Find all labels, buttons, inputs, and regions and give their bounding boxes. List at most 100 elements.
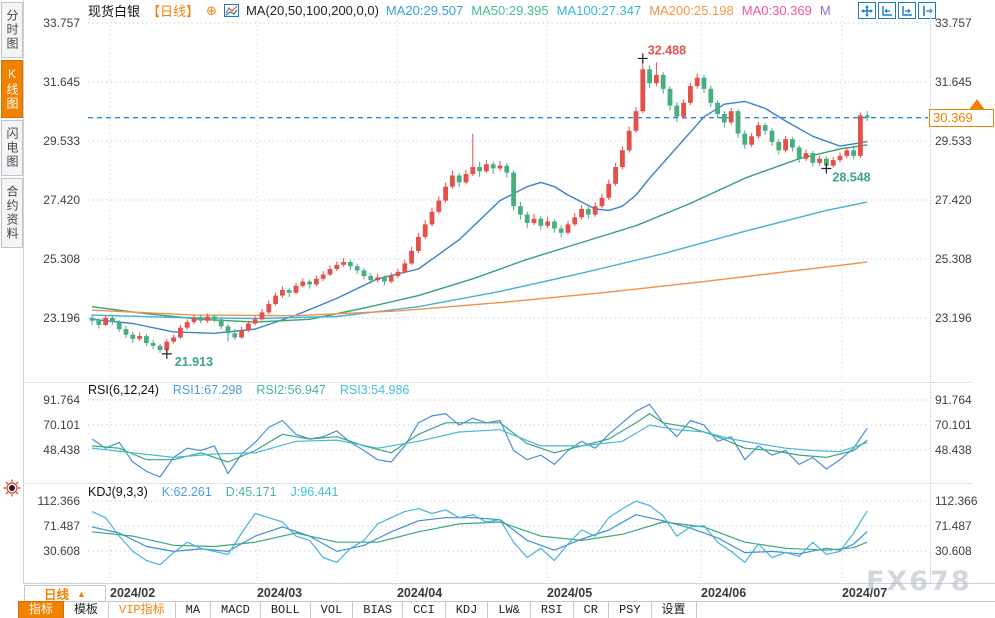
kdj-axis-right: 112.366 71.487 30.608 <box>935 494 992 569</box>
axis-label: 25.308 <box>935 252 972 266</box>
kdj-title: KDJ(9,3,3) <box>88 485 148 499</box>
axis-label: 70.101 <box>43 418 80 432</box>
x-axis-label: 2024/05 <box>546 586 593 600</box>
x-axis-label: 2024/07 <box>841 586 888 600</box>
panel-separator <box>23 382 972 383</box>
dropdown-arrow-icon: ▲ <box>77 588 86 599</box>
rsi-axis-right: 91.764 70.101 48.438 <box>935 393 992 468</box>
indicator-chart-icon[interactable] <box>223 4 239 17</box>
time-axis-row: 日线 ▲ 2024/02 2024/03 2024/04 2024/05 2024/06… <box>23 583 995 602</box>
axis-label: 48.438 <box>43 443 80 457</box>
chart-type-sidebar: 分时图 K线图 闪电图 合约资料 <box>0 0 24 583</box>
main-chart-canvas[interactable]: 32.488 21.913 28.548 <box>85 10 930 382</box>
tab-CCI[interactable]: CCI <box>403 601 446 618</box>
axis-label: 91.764 <box>935 393 972 407</box>
tab-RSI[interactable]: RSI <box>530 601 574 618</box>
sidebar-item-K线图[interactable]: K线图 <box>1 60 23 118</box>
kdj-value: D:45.171 <box>225 485 277 499</box>
rsi-chart-canvas[interactable] <box>85 386 930 482</box>
current-price-tag: 30.369 <box>929 109 994 127</box>
sidebar-item-分时图[interactable]: 分时图 <box>1 2 23 58</box>
tab-CR[interactable]: CR <box>573 601 609 618</box>
main-price-axis-left: 33.757 31.645 29.533 27.420 25.308 23.196 <box>23 16 80 370</box>
x-axis-label: 2024/03 <box>256 586 303 600</box>
axis-divider <box>930 10 931 583</box>
ma-legend-item: MA50:29.395 <box>471 3 549 18</box>
period-selector-button[interactable]: 日线 ▲ <box>24 585 106 602</box>
x-axis-label: 2024/02 <box>110 586 156 600</box>
ma-legend-item: MA0:30.369 <box>741 3 812 18</box>
axis-label: 25.308 <box>43 252 80 266</box>
chart-header: 现货白银 【日线】 ⊕ MA(20,50,100,200,0,0) MA20:2… <box>88 2 839 19</box>
axis-label: 112.366 <box>935 494 978 508</box>
ma-legend-item: MA20:29.507 <box>385 3 464 18</box>
instrument-title: 现货白银 <box>88 4 141 19</box>
axis-label: 27.420 <box>43 193 80 207</box>
sidebar-item-合约资料[interactable]: 合约资料 <box>1 178 23 248</box>
fit-x-axis-icon[interactable] <box>878 2 896 19</box>
indicator-tab-bar: 指标 模板 VIP指标 MA MACD BOLL VOL BIAS CCI KDJ LW& RSI CR… <box>0 601 995 618</box>
axis-label: 31.645 <box>935 75 972 89</box>
sidebar-item-闪电图[interactable]: 闪电图 <box>1 120 23 176</box>
ma-legend-item: M <box>819 3 831 18</box>
ma-legend: MA20:29.507 MA50:29.395 MA100:27.347 MA200:… <box>386 3 839 18</box>
period-tag: 【日线】 <box>147 4 200 19</box>
period-label: 日线 <box>44 588 70 602</box>
rsi-value: RSI2:56.947 <box>256 383 326 397</box>
tab-bar-filler <box>696 601 995 618</box>
axis-label: 112.366 <box>37 494 81 508</box>
axis-label: 91.764 <box>43 393 80 407</box>
move-icon[interactable] <box>858 2 876 19</box>
rsi-value: RSI1:67.298 <box>172 383 243 397</box>
rsi-value: RSI3:54.986 <box>339 383 410 397</box>
svg-text:28.548: 28.548 <box>832 171 870 185</box>
ma-legend-item: MA200:25.198 <box>649 3 734 18</box>
kdj-axis-left: 112.366 71.487 30.608 <box>23 494 81 569</box>
fit-y-axis-icon[interactable] <box>898 2 916 19</box>
ma-parameters: MA(20,50,100,200,0,0) <box>245 3 379 18</box>
tab-VIP指标[interactable]: VIP指标 <box>109 601 176 618</box>
tab-PSY[interactable]: PSY <box>608 601 652 618</box>
tab-设置[interactable]: 设置 <box>651 601 697 618</box>
axis-label: 48.438 <box>935 443 972 457</box>
fx678-watermark: FX678 <box>866 566 972 597</box>
axis-label: 23.196 <box>43 311 80 325</box>
axis-label: 71.487 <box>935 519 972 533</box>
axis-label: 31.645 <box>43 75 80 89</box>
tab-KDJ[interactable]: KDJ <box>445 601 489 618</box>
svg-text:21.913: 21.913 <box>175 355 213 369</box>
axis-label: 33.757 <box>43 16 80 30</box>
main-price-axis-right: 33.757 31.645 29.533 27.420 25.308 23.196 <box>935 16 992 370</box>
x-axis-label: 2024/06 <box>701 586 747 600</box>
axis-label: 29.533 <box>935 134 972 148</box>
tab-LW&[interactable]: LW& <box>488 601 531 618</box>
axis-label: 70.101 <box>935 418 972 432</box>
kdj-header: KDJ(9,3,3) K:62.261 D:45.171 J:96.441 <box>88 485 339 499</box>
kdj-value: K:62.261 <box>161 485 212 499</box>
tab-MACD[interactable]: MACD <box>211 601 261 618</box>
axis-label: 29.533 <box>43 134 80 148</box>
axis-label: 30.608 <box>935 544 972 558</box>
axis-label: 23.196 <box>935 311 972 325</box>
chart-toolbar <box>858 2 936 19</box>
kdj-value: J:96.441 <box>290 485 339 499</box>
tab-模板[interactable]: 模板 <box>64 601 110 618</box>
tab-BOLL[interactable]: BOLL <box>260 601 311 618</box>
x-axis-label: 2024/04 <box>396 586 443 600</box>
tab-指标[interactable]: 指标 <box>18 601 65 618</box>
price-up-arrow-icon <box>969 99 985 110</box>
rsi-title: RSI(6,12,24) <box>88 383 159 397</box>
rsi-axis-left: 91.764 70.101 48.438 <box>23 393 80 468</box>
tab-BIAS[interactable]: BIAS <box>353 601 404 618</box>
rsi-header: RSI(6,12,24) RSI1:67.298 RSI2:56.947 RSI3:… <box>88 383 409 397</box>
live-indicator-icon[interactable] <box>3 479 21 497</box>
panel-separator <box>23 483 972 484</box>
tab-MA[interactable]: MA <box>175 601 212 618</box>
axis-label: 27.420 <box>935 193 972 207</box>
kdj-chart-canvas[interactable] <box>85 487 930 583</box>
tab-VOL[interactable]: VOL <box>310 601 354 618</box>
add-indicator-icon[interactable]: ⊕ <box>206 3 217 18</box>
svg-text:32.488: 32.488 <box>648 43 686 57</box>
pan-forward-icon[interactable] <box>918 2 936 19</box>
